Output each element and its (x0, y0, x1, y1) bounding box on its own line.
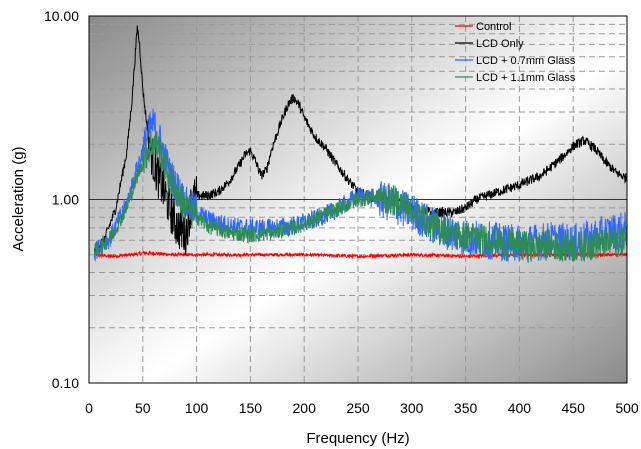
legend: Control LCD Only LCD + 0.7mm Glass LCD + 1.… (455, 21, 576, 84)
legend-label: Control (476, 21, 511, 33)
x-tick-label: 400 (508, 400, 532, 416)
x-tick-label: 0 (85, 400, 93, 416)
legend-label: LCD + 0.7mm Glass (476, 55, 576, 67)
y-tick-label: 10.00 (44, 8, 79, 24)
x-axis-title: Frequency (Hz) (306, 430, 409, 447)
x-tick-label: 450 (562, 400, 586, 416)
x-tick-label: 350 (454, 400, 478, 416)
plot-border (88, 15, 628, 384)
x-tick-labels: 0 50 100 150 200 250 300 350 400 450 500 (85, 400, 639, 416)
x-tick-label: 250 (346, 400, 370, 416)
x-tick-label: 300 (400, 400, 424, 416)
series-layer (93, 25, 627, 263)
y-tick-label: 1.00 (52, 192, 79, 208)
x-tick-label: 50 (135, 400, 151, 416)
x-tick-label: 500 (615, 400, 639, 416)
legend-label: LCD Only (476, 38, 524, 50)
legend-label: LCD + 1.1mm Glass (476, 72, 576, 84)
y-axis-title: Acceleration (g) (10, 146, 27, 251)
x-tick-label: 150 (239, 400, 263, 416)
y-tick-labels: 0.10 1.00 10.00 (44, 8, 79, 391)
x-tick-label: 100 (185, 400, 209, 416)
y-tick-label: 0.10 (52, 375, 79, 391)
series-line-4 (93, 131, 627, 263)
x-tick-label: 200 (293, 400, 317, 416)
